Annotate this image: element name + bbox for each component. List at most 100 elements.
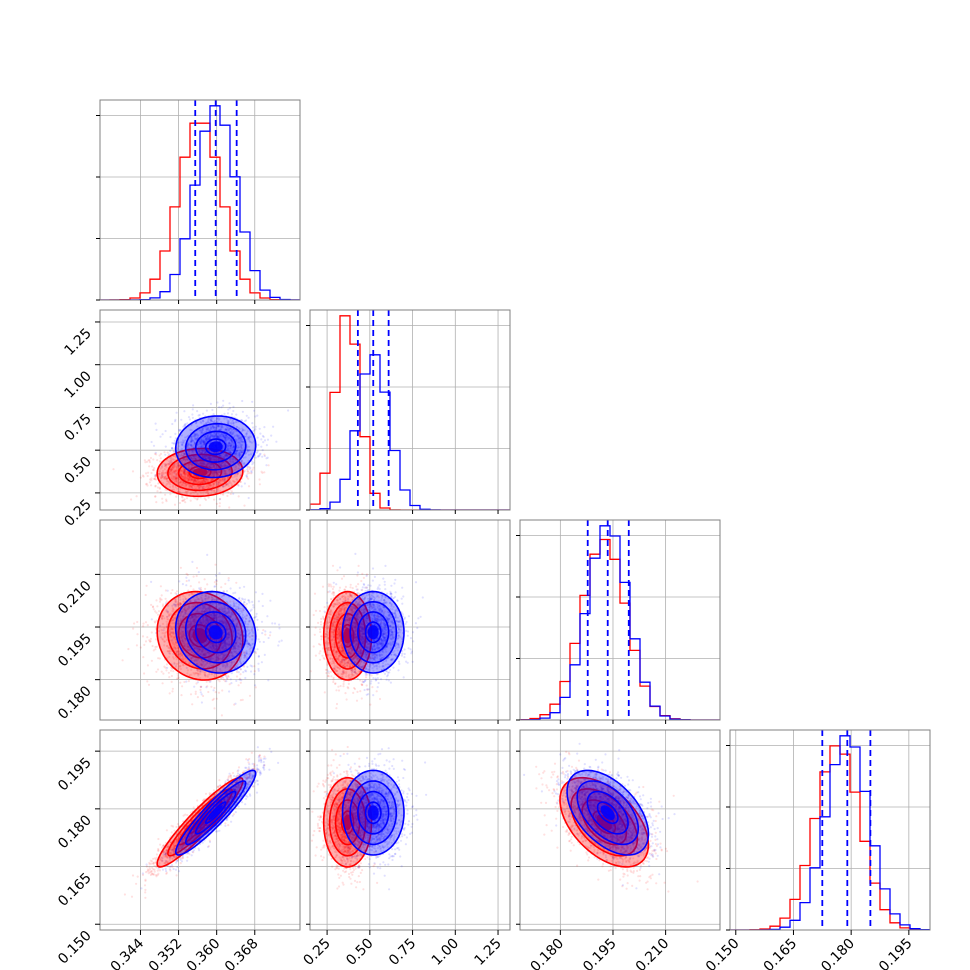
sample-point	[159, 598, 162, 601]
sample-point	[183, 680, 186, 684]
sample-point	[236, 472, 239, 476]
sample-point	[164, 488, 167, 491]
sample-point	[201, 455, 204, 458]
sample-point	[216, 473, 219, 476]
sample-point	[241, 460, 244, 463]
sample-point	[173, 475, 176, 478]
sample-point	[217, 691, 221, 694]
sample-point	[150, 659, 153, 662]
sample-point	[183, 469, 186, 472]
sample-point	[183, 471, 186, 474]
sample-point	[161, 475, 164, 479]
sample-point	[207, 470, 210, 473]
sample-point	[172, 478, 175, 481]
sample-point	[204, 481, 207, 484]
sample-point	[195, 432, 199, 436]
sample-point	[175, 470, 178, 473]
sample-point	[208, 465, 211, 468]
sample-point	[190, 491, 193, 494]
sample-point	[217, 480, 220, 483]
sample-point	[133, 622, 136, 625]
sample-point	[181, 499, 184, 502]
sample-point	[239, 681, 242, 684]
sample-point	[146, 636, 149, 639]
sample-point	[200, 451, 203, 454]
sample-point	[190, 465, 193, 468]
sample-point	[171, 477, 174, 480]
sample-point	[248, 438, 251, 441]
sample-point	[165, 498, 168, 501]
sample-point	[161, 474, 164, 477]
sample-point	[211, 477, 214, 480]
sample-point	[223, 472, 226, 475]
sample-point	[212, 472, 215, 475]
sample-point	[234, 421, 237, 424]
sample-point	[226, 428, 229, 431]
sample-point	[177, 441, 180, 444]
sample-point	[217, 424, 220, 427]
sample-point	[257, 443, 260, 446]
sample-point	[263, 439, 267, 442]
sample-point	[189, 492, 192, 495]
sample-point	[204, 587, 207, 591]
sample-point	[161, 433, 164, 436]
sample-point	[194, 478, 197, 481]
sample-point	[237, 464, 240, 467]
sample-point	[259, 452, 262, 455]
sample-point	[237, 467, 240, 470]
sample-point	[262, 441, 265, 444]
sample-point	[161, 473, 164, 477]
sample-point	[229, 431, 232, 434]
sample-point	[205, 478, 208, 481]
sample-point	[195, 487, 198, 490]
sample-point	[213, 470, 216, 474]
sample-point	[245, 435, 248, 438]
sample-point	[169, 471, 172, 474]
sample-point	[204, 463, 207, 466]
sample-point	[224, 465, 227, 468]
sample-point	[197, 456, 200, 459]
sample-point	[191, 485, 194, 489]
sample-point	[190, 439, 193, 442]
sample-point	[217, 470, 220, 473]
sample-point	[239, 480, 242, 484]
sample-point	[210, 463, 213, 466]
sample-point	[260, 445, 263, 448]
sample-point	[247, 416, 250, 419]
sample-point	[232, 492, 235, 495]
sample-point	[180, 434, 183, 437]
sample-point	[202, 479, 205, 482]
sample-point	[167, 482, 170, 485]
sample-point	[223, 470, 226, 473]
sample-point	[235, 451, 239, 454]
sample-point	[182, 454, 185, 457]
sample-point	[224, 463, 227, 466]
sample-point	[232, 445, 235, 448]
sample-point	[258, 478, 261, 481]
sample-point	[219, 464, 222, 467]
sample-point	[191, 491, 195, 494]
sample-point	[214, 426, 217, 429]
sample-point	[176, 446, 179, 449]
sample-point	[200, 462, 203, 465]
sample-point	[158, 487, 161, 490]
sample-point	[212, 473, 216, 476]
sample-point	[184, 458, 187, 461]
sample-point	[252, 426, 255, 429]
sample-point	[216, 474, 219, 477]
sample-point	[225, 472, 228, 475]
sample-point	[187, 416, 191, 419]
sample-point	[194, 455, 197, 458]
sample-point	[229, 451, 232, 454]
sample-point	[184, 470, 187, 473]
sample-point	[132, 627, 135, 630]
sample-point	[254, 415, 257, 418]
sample-point	[202, 440, 206, 443]
sample-point	[192, 479, 195, 482]
sample-point	[179, 481, 183, 484]
sample-point	[148, 459, 151, 462]
sample-point	[176, 464, 180, 468]
sample-point	[233, 424, 236, 427]
sample-point	[235, 464, 238, 467]
